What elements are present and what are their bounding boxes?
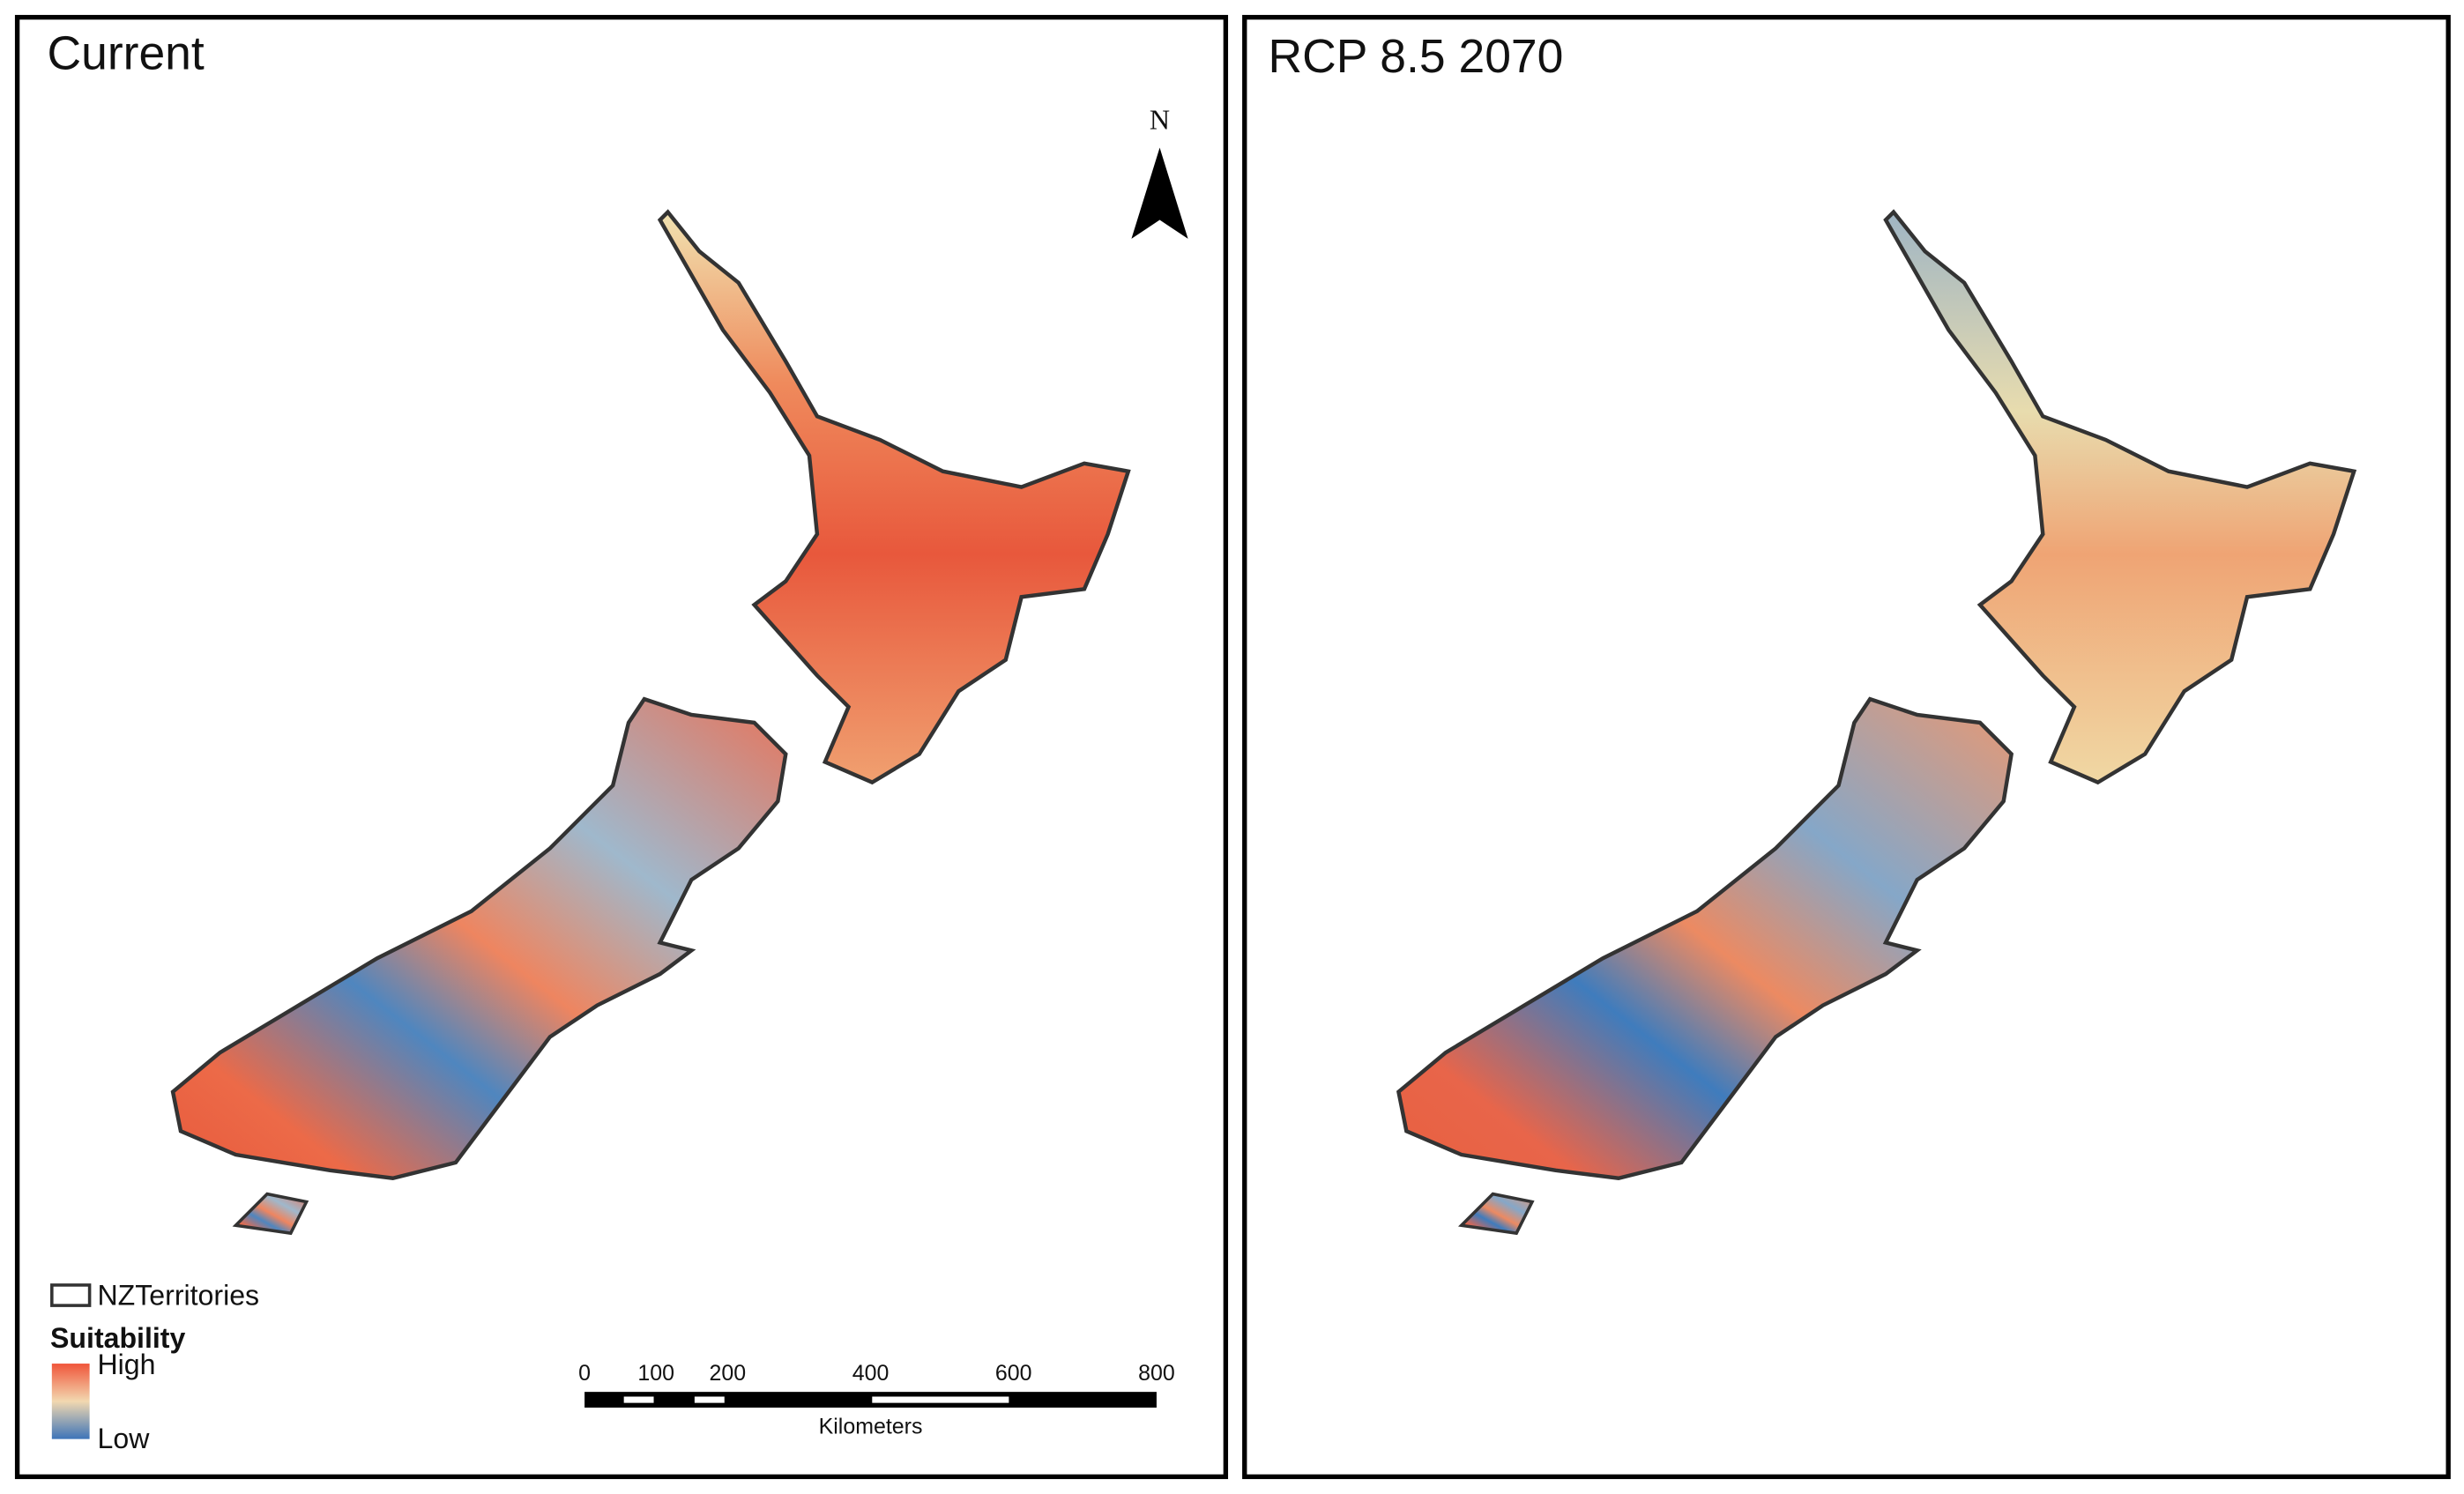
scale-tick-label: 600	[995, 1361, 1032, 1386]
panel-title: RCP 8.5 2070	[1268, 31, 1563, 83]
panel-rcp: RCP 8.5 2070	[1242, 14, 2451, 1480]
scale-tick-label: 0	[578, 1361, 591, 1386]
legend-title: Suitability	[50, 1322, 185, 1354]
scale-bar-segment	[623, 1396, 654, 1403]
scale-bar-segment	[694, 1396, 725, 1403]
scale-tick-label: 100	[637, 1361, 674, 1386]
scale-bar: Kilometers 0 100 200 400 600 800	[578, 1361, 1175, 1439]
scale-unit: Kilometers	[819, 1415, 923, 1439]
legend-layer: NZTerritories	[98, 1280, 260, 1312]
north-arrow	[1131, 147, 1188, 239]
scale-tick-label: 400	[852, 1361, 890, 1386]
legend-ramp	[51, 1364, 90, 1439]
scale-tick-label: 200	[710, 1361, 747, 1386]
legend-swatch	[50, 1283, 92, 1307]
panel-current: Current N NZTerritories Suitability High…	[14, 14, 1229, 1480]
scale-bar-segment	[872, 1396, 1009, 1403]
scale-tick-label: 800	[1138, 1361, 1175, 1386]
legend-low: Low	[98, 1423, 151, 1454]
legend-high: High	[98, 1349, 156, 1380]
scale-bar-body	[584, 1392, 1157, 1408]
north-label: N	[1150, 103, 1170, 135]
panel-title: Current	[47, 27, 204, 79]
